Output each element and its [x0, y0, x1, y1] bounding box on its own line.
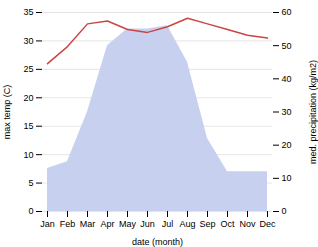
svg-text:Jun: Jun [140, 219, 155, 229]
svg-text:35: 35 [23, 7, 33, 17]
svg-text:Sep: Sep [199, 219, 215, 229]
svg-text:40: 40 [282, 74, 292, 84]
svg-text:Aug: Aug [179, 219, 195, 229]
svg-text:Mar: Mar [80, 219, 96, 229]
svg-text:0: 0 [28, 206, 33, 216]
svg-text:20: 20 [23, 93, 33, 103]
svg-text:10: 10 [282, 173, 292, 183]
svg-text:Oct: Oct [220, 219, 235, 229]
svg-text:30: 30 [23, 36, 33, 46]
svg-text:max temp (C): max temp (C) [2, 85, 12, 140]
svg-text:May: May [119, 219, 137, 229]
svg-text:Feb: Feb [60, 219, 76, 229]
svg-text:5: 5 [28, 178, 33, 188]
svg-text:Jan: Jan [40, 219, 55, 229]
svg-text:Jul: Jul [162, 219, 174, 229]
svg-text:Apr: Apr [100, 219, 114, 229]
svg-text:0: 0 [282, 206, 287, 216]
svg-text:Dec: Dec [259, 219, 276, 229]
svg-text:Nov: Nov [239, 219, 256, 229]
svg-text:med. precipitation (kg/m2): med. precipitation (kg/m2) [308, 60, 318, 164]
svg-text:60: 60 [282, 7, 292, 17]
svg-text:30: 30 [282, 107, 292, 117]
svg-text:50: 50 [282, 41, 292, 51]
svg-text:10: 10 [23, 150, 33, 160]
svg-text:20: 20 [282, 140, 292, 150]
svg-text:date (month): date (month) [132, 237, 183, 247]
svg-text:25: 25 [23, 64, 33, 74]
svg-text:15: 15 [23, 121, 33, 131]
